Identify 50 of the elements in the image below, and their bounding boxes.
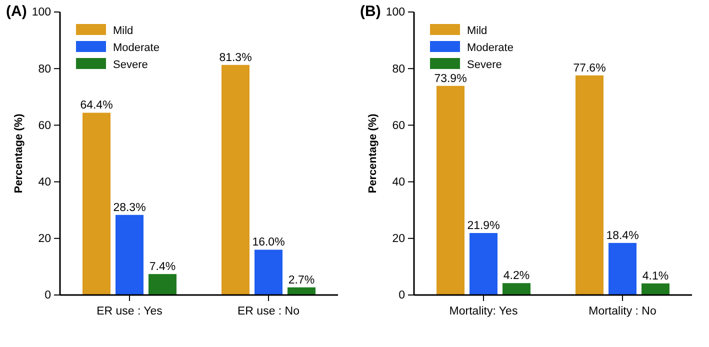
- bar: [82, 112, 110, 295]
- data-label: 4.1%: [642, 270, 669, 282]
- x-tick-label: Mortality: Yes: [449, 305, 518, 318]
- bar: [608, 242, 636, 295]
- data-label: 28.3%: [113, 202, 146, 214]
- x-tick-label: ER use : Yes: [96, 305, 163, 318]
- y-axis-title: Percentage (%): [367, 113, 379, 194]
- data-label: 73.9%: [434, 72, 467, 85]
- y-tick-label: 40: [38, 176, 51, 188]
- bar: [576, 75, 604, 295]
- bar: [502, 283, 530, 295]
- legend-label: Moderate: [467, 42, 514, 54]
- y-tick-label: 0: [398, 290, 405, 302]
- y-tick-label: 60: [38, 120, 51, 132]
- data-label: 18.4%: [606, 230, 639, 242]
- y-tick-label: 80: [38, 63, 51, 76]
- y-tick-label: 0: [44, 290, 51, 302]
- bar: [436, 86, 464, 295]
- bar: [222, 64, 250, 295]
- legend-label: Severe: [113, 59, 148, 71]
- bar: [116, 214, 144, 295]
- y-tick-label: 100: [32, 6, 51, 19]
- y-tick-label: 40: [392, 176, 405, 188]
- legend-label: Mild: [113, 25, 134, 37]
- data-label: 16.0%: [252, 236, 285, 249]
- data-label: 4.2%: [503, 270, 530, 282]
- data-label: 7.4%: [149, 261, 176, 274]
- chart-title: (A): [6, 3, 27, 20]
- y-axis-title: Percentage (%): [13, 113, 25, 194]
- legend-label: Mild: [467, 25, 488, 37]
- y-tick-label: 20: [38, 233, 51, 246]
- bar: [254, 250, 282, 295]
- chart-title: (B): [360, 3, 381, 20]
- legend-label: Moderate: [113, 42, 160, 54]
- y-tick-label: 60: [392, 120, 405, 132]
- y-tick-label: 80: [392, 63, 405, 76]
- data-label: 21.9%: [467, 220, 500, 232]
- x-tick-label: ER use : No: [238, 305, 300, 318]
- data-label: 81.3%: [219, 52, 252, 64]
- data-label: 77.6%: [573, 62, 606, 74]
- y-tick-label: 100: [386, 6, 405, 19]
- bar: [148, 274, 176, 295]
- bar: [470, 233, 498, 295]
- data-label: 64.4%: [80, 100, 113, 112]
- y-tick-label: 20: [392, 233, 405, 246]
- data-label: 2.7%: [288, 274, 315, 286]
- bar: [642, 283, 670, 295]
- legend-label: Severe: [467, 59, 502, 71]
- x-tick-label: Mortality : No: [588, 305, 656, 318]
- bar: [288, 287, 316, 295]
